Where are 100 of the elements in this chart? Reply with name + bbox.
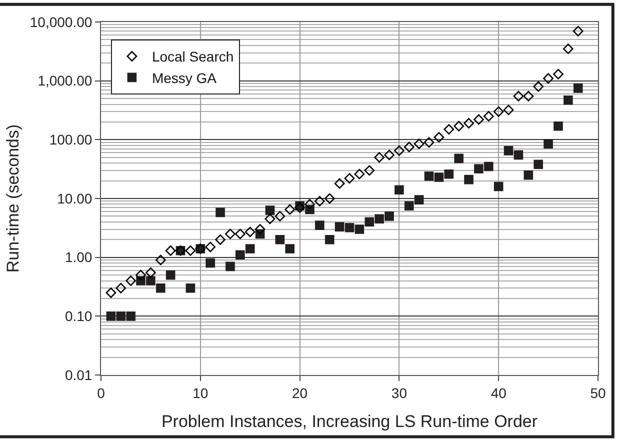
- point: [444, 169, 454, 179]
- point: [464, 174, 474, 184]
- point: [424, 137, 434, 148]
- point: [206, 258, 215, 268]
- point: [564, 95, 573, 105]
- point: [414, 195, 424, 204]
- y-tick-label: 1.00: [64, 249, 92, 266]
- y-tick-label: 0.10: [64, 308, 92, 324]
- point: [225, 228, 236, 240]
- point: [553, 68, 564, 80]
- point: [186, 283, 196, 293]
- point: [364, 165, 375, 176]
- point: [205, 242, 216, 252]
- point: [304, 199, 315, 210]
- point: [106, 312, 116, 321]
- point: [344, 173, 355, 184]
- point: [474, 114, 484, 125]
- point: [106, 288, 116, 298]
- point: [514, 150, 524, 160]
- point: [244, 226, 256, 238]
- point: [314, 196, 325, 206]
- x-tick-label: 40: [490, 384, 507, 401]
- point: [374, 214, 384, 224]
- point: [523, 90, 534, 102]
- point: [374, 152, 385, 163]
- point: [254, 224, 266, 234]
- y-axis-title: Run-time (seconds): [3, 124, 22, 273]
- point: [513, 90, 524, 102]
- point: [394, 145, 404, 156]
- point: [554, 121, 563, 131]
- point: [264, 214, 276, 224]
- point: [444, 124, 454, 135]
- point: [236, 250, 245, 260]
- point: [544, 139, 553, 148]
- y-tick-label: 10.00: [57, 190, 92, 206]
- point: [484, 162, 494, 172]
- point: [275, 234, 285, 244]
- point: [315, 220, 324, 230]
- point: [116, 312, 126, 321]
- x-tick-label: 10: [192, 384, 208, 401]
- point: [215, 234, 226, 245]
- x-axis-title: Problem Instances, Increasing LS Run-time Order: [161, 412, 538, 432]
- point: [284, 204, 296, 215]
- point: [155, 254, 166, 266]
- point: [414, 138, 424, 150]
- point: [454, 154, 464, 164]
- point: [364, 217, 374, 227]
- x-tick-label: 0: [97, 384, 106, 401]
- point: [573, 84, 583, 93]
- point: [474, 164, 484, 174]
- point: [534, 160, 544, 170]
- point: [354, 224, 364, 234]
- point: [384, 212, 394, 221]
- point: [454, 120, 464, 132]
- legend-label: Messy GA: [152, 70, 218, 86]
- legend-label: Local Search: [152, 48, 234, 65]
- point: [524, 170, 534, 180]
- y-tick-label: 1,000.00: [38, 72, 92, 89]
- point: [334, 222, 344, 232]
- point: [324, 234, 334, 244]
- point: [116, 282, 126, 294]
- point: [285, 244, 295, 254]
- point: [543, 73, 554, 84]
- point: [126, 312, 136, 321]
- point: [434, 132, 444, 142]
- point: [126, 276, 136, 286]
- y-tick-label: 100.00: [49, 132, 92, 148]
- point: [146, 276, 156, 286]
- point: [504, 146, 514, 156]
- x-tick-label: 30: [391, 384, 408, 401]
- point: [434, 172, 444, 182]
- point: [265, 206, 275, 215]
- point: [503, 104, 514, 116]
- point: [324, 193, 335, 204]
- point: [136, 270, 146, 280]
- point: [165, 245, 176, 256]
- x-tick-label: 50: [590, 384, 606, 401]
- point: [166, 270, 176, 280]
- point: [494, 182, 504, 192]
- point: [146, 267, 156, 278]
- point: [216, 208, 225, 218]
- point: [344, 222, 354, 232]
- point: [226, 262, 235, 272]
- point: [234, 228, 246, 240]
- y-tick-label: 0.01: [64, 366, 92, 383]
- point: [354, 168, 365, 180]
- point: [464, 118, 474, 128]
- point: [384, 150, 394, 160]
- y-tick-label: 10,000.00: [30, 14, 92, 30]
- point: [404, 142, 414, 152]
- point: [245, 244, 255, 254]
- point: [404, 201, 414, 210]
- point: [572, 26, 584, 36]
- point: [294, 202, 305, 213]
- point: [394, 185, 404, 195]
- point: [533, 81, 544, 92]
- point: [424, 171, 434, 181]
- point: [493, 106, 504, 117]
- point: [156, 283, 166, 293]
- point: [483, 111, 494, 122]
